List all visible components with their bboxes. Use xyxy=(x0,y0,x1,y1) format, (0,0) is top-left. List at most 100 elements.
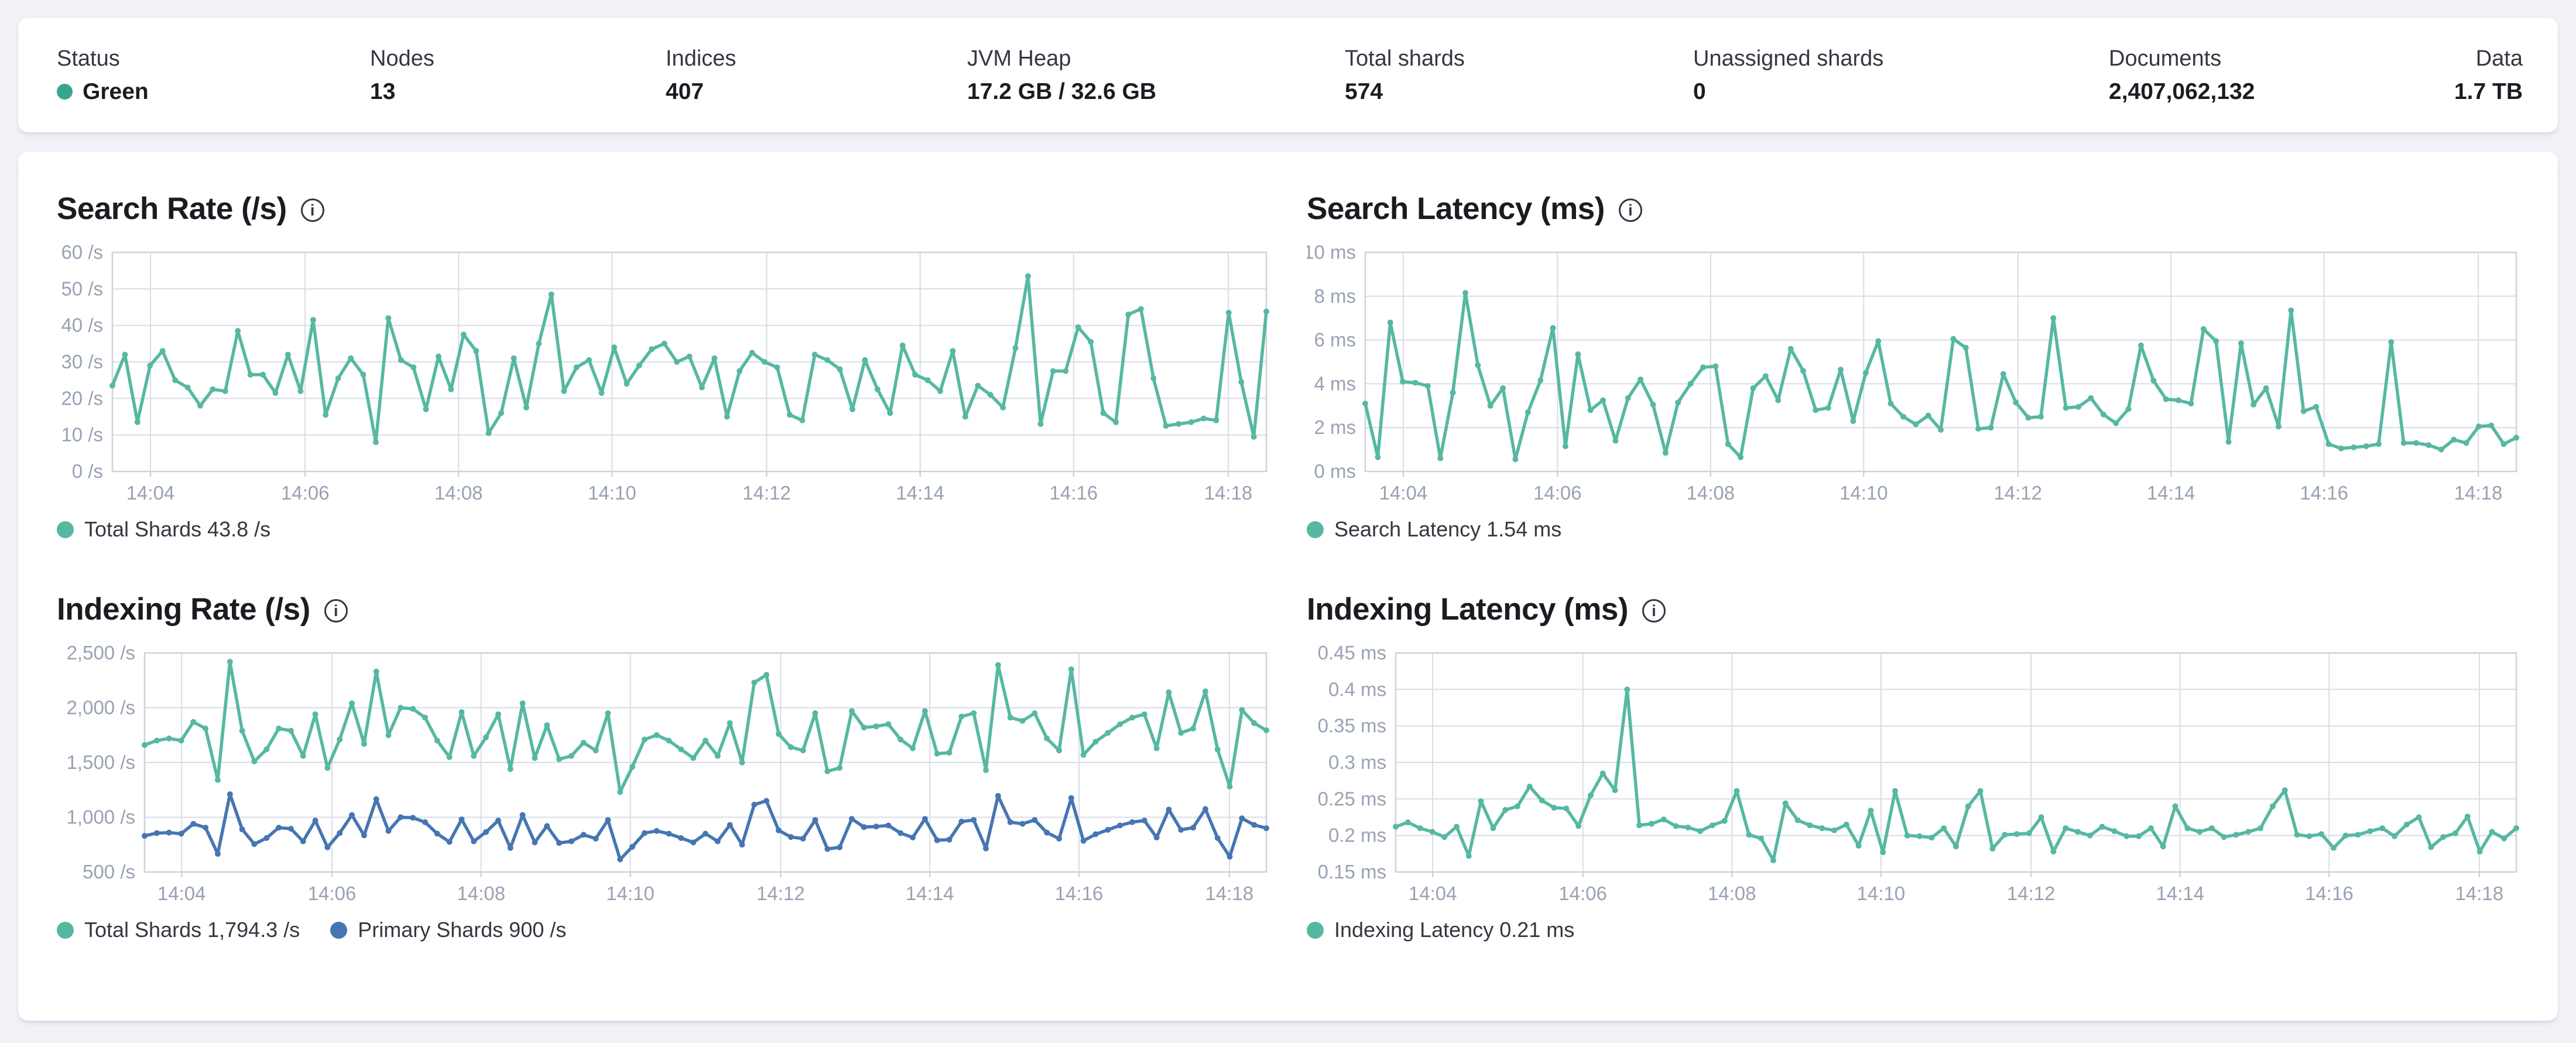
svg-text:14:04: 14:04 xyxy=(1409,883,1457,904)
legend-label: Total Shards 1,794.3 /s xyxy=(84,918,300,942)
svg-text:14:12: 14:12 xyxy=(1993,482,2042,504)
stat-nodes: Nodes 13 xyxy=(370,45,666,105)
chart-plot-area[interactable]: 14:04 14:06 14:08 14:10 14:12 14:14 14:16 14:18… xyxy=(57,241,1275,508)
svg-text:14:12: 14:12 xyxy=(742,482,791,504)
svg-text:6 ms: 6 ms xyxy=(1314,329,1356,351)
svg-text:14:08: 14:08 xyxy=(434,482,483,504)
svg-text:0.15 ms: 0.15 ms xyxy=(1318,861,1386,883)
svg-text:14:18: 14:18 xyxy=(2454,482,2503,504)
chart-header: Indexing Latency (ms) i xyxy=(1307,593,2524,626)
svg-text:14:08: 14:08 xyxy=(1687,482,1735,504)
stat-value: 0 xyxy=(1693,79,1706,104)
stat-label: Nodes xyxy=(370,46,434,71)
svg-text:14:18: 14:18 xyxy=(1204,482,1253,504)
chart-legend: Total Shards 43.8 /s xyxy=(57,517,1275,542)
legend-item: Total Shards 1,794.3 /s xyxy=(57,918,300,942)
stat-value: 574 xyxy=(1345,79,1383,104)
svg-text:40 /s: 40 /s xyxy=(61,314,103,336)
svg-text:14:16: 14:16 xyxy=(1050,482,1098,504)
stat-label: JVM Heap xyxy=(967,46,1071,71)
legend-item: Total Shards 43.8 /s xyxy=(57,517,270,542)
svg-text:10 ms: 10 ms xyxy=(1307,243,1356,263)
status-text: Green xyxy=(83,79,149,104)
svg-text:14:16: 14:16 xyxy=(2300,482,2348,504)
svg-text:14:08: 14:08 xyxy=(457,883,506,904)
chart-header: Indexing Rate (/s) i xyxy=(57,593,1275,626)
stat-value: 13 xyxy=(370,79,396,104)
legend-label: Primary Shards 900 /s xyxy=(358,918,567,942)
stat-label: Unassigned shards xyxy=(1693,46,1884,71)
chart-plot-area[interactable]: 14:04 14:06 14:08 14:10 14:12 14:14 14:16 14:18… xyxy=(1303,241,2524,508)
svg-text:0 /s: 0 /s xyxy=(72,460,103,482)
svg-text:14:10: 14:10 xyxy=(1839,482,1888,504)
stat-unassigned-shards: Unassigned shards 0 xyxy=(1693,45,2109,105)
chart-plot-area[interactable]: 14:04 14:06 14:08 14:10 14:12 14:14 14:16 14:18… xyxy=(1307,642,2524,908)
chart-plot-area[interactable]: 14:04 14:06 14:08 14:10 14:12 14:14 14:16 14:18… xyxy=(57,642,1275,908)
svg-text:0.2 ms: 0.2 ms xyxy=(1328,825,1386,846)
svg-text:14:14: 14:14 xyxy=(2147,482,2195,504)
svg-text:30 /s: 30 /s xyxy=(61,351,103,372)
svg-text:14:14: 14:14 xyxy=(906,883,954,904)
svg-text:14:04: 14:04 xyxy=(1379,482,1428,504)
stat-value: 407 xyxy=(666,79,704,104)
cluster-overview-panel: Status Green Nodes 13 Indices 407 JVM He… xyxy=(18,18,2558,132)
legend-item: Search Latency 1.54 ms xyxy=(1307,517,1561,542)
stat-label: Documents xyxy=(2109,46,2222,71)
chart-title: Indexing Rate (/s) xyxy=(57,592,310,627)
stat-label: Status xyxy=(57,46,120,71)
svg-text:500 /s: 500 /s xyxy=(83,861,135,883)
info-icon[interactable]: i xyxy=(324,599,348,623)
chart-canvas: 14:04 14:06 14:08 14:10 14:12 14:14 14:16 14:18… xyxy=(61,241,1269,504)
svg-text:2,000 /s: 2,000 /s xyxy=(67,697,135,719)
chart-header: Search Rate (/s) i xyxy=(57,193,1275,225)
svg-text:14:10: 14:10 xyxy=(588,482,636,504)
svg-text:4 ms: 4 ms xyxy=(1314,372,1356,394)
legend-label: Search Latency 1.54 ms xyxy=(1334,517,1562,541)
svg-text:14:14: 14:14 xyxy=(2156,883,2205,904)
info-icon[interactable]: i xyxy=(1642,599,1666,623)
svg-text:2,500 /s: 2,500 /s xyxy=(67,644,135,664)
svg-text:1,500 /s: 1,500 /s xyxy=(67,751,135,773)
svg-text:14:04: 14:04 xyxy=(157,883,206,904)
stat-data: Data 1.7 TB xyxy=(2454,45,2523,105)
stat-label: Data xyxy=(2475,46,2523,71)
chart-indexing-rate: Indexing Rate (/s) i 14:04 14:06 14:08 14:1… xyxy=(57,593,1275,942)
info-icon[interactable]: i xyxy=(300,199,324,222)
svg-text:1,000 /s: 1,000 /s xyxy=(67,806,135,828)
svg-text:0.3 ms: 0.3 ms xyxy=(1328,751,1386,773)
stat-jvm-heap: JVM Heap 17.2 GB / 32.6 GB xyxy=(967,45,1345,105)
stat-documents: Documents 2,407,062,132 xyxy=(2109,45,2413,105)
legend-label: Indexing Latency 0.21 ms xyxy=(1334,918,1575,942)
series-dot-icon xyxy=(57,521,74,538)
svg-text:0.45 ms: 0.45 ms xyxy=(1318,644,1386,664)
chart-legend: Total Shards 1,794.3 /s Primary Shards 90… xyxy=(57,918,1275,942)
chart-search-latency: Search Latency (ms) i 14:04 14:06 14:08 14:… xyxy=(1303,191,2524,542)
chart-canvas: 14:04 14:06 14:08 14:10 14:12 14:14 14:16 14:18… xyxy=(1303,241,2519,504)
svg-text:14:12: 14:12 xyxy=(2007,883,2056,904)
stat-status: Status Green xyxy=(57,45,370,105)
legend-item: Indexing Latency 0.21 ms xyxy=(1307,918,1574,942)
svg-text:10 /s: 10 /s xyxy=(61,424,103,446)
stat-label: Total shards xyxy=(1345,46,1465,71)
info-icon[interactable]: i xyxy=(1618,199,1642,222)
svg-text:20 /s: 20 /s xyxy=(61,387,103,409)
svg-text:14:06: 14:06 xyxy=(308,883,357,904)
stat-value: 2,407,062,132 xyxy=(2109,79,2255,104)
svg-text:2 ms: 2 ms xyxy=(1314,416,1356,438)
svg-text:8 ms: 8 ms xyxy=(1314,285,1356,307)
svg-text:14:06: 14:06 xyxy=(281,482,330,504)
charts-grid: Search Rate (/s) i 14:04 14:06 14:08 14:10 1… xyxy=(57,193,2524,942)
chart-legend: Indexing Latency 0.21 ms xyxy=(1307,918,2524,942)
stat-label: Indices xyxy=(666,46,737,71)
svg-text:14:10: 14:10 xyxy=(1857,883,1906,904)
stat-value: 1.7 TB xyxy=(2454,79,2523,104)
svg-text:14:12: 14:12 xyxy=(756,883,805,904)
svg-text:14:16: 14:16 xyxy=(1055,883,1104,904)
chart-title: Search Latency (ms) xyxy=(1307,191,1605,226)
svg-text:14:10: 14:10 xyxy=(606,883,655,904)
svg-text:14:18: 14:18 xyxy=(1205,883,1254,904)
chart-legend: Search Latency 1.54 ms xyxy=(1307,517,2524,542)
svg-text:0.25 ms: 0.25 ms xyxy=(1318,788,1386,809)
svg-text:0.4 ms: 0.4 ms xyxy=(1328,678,1386,700)
